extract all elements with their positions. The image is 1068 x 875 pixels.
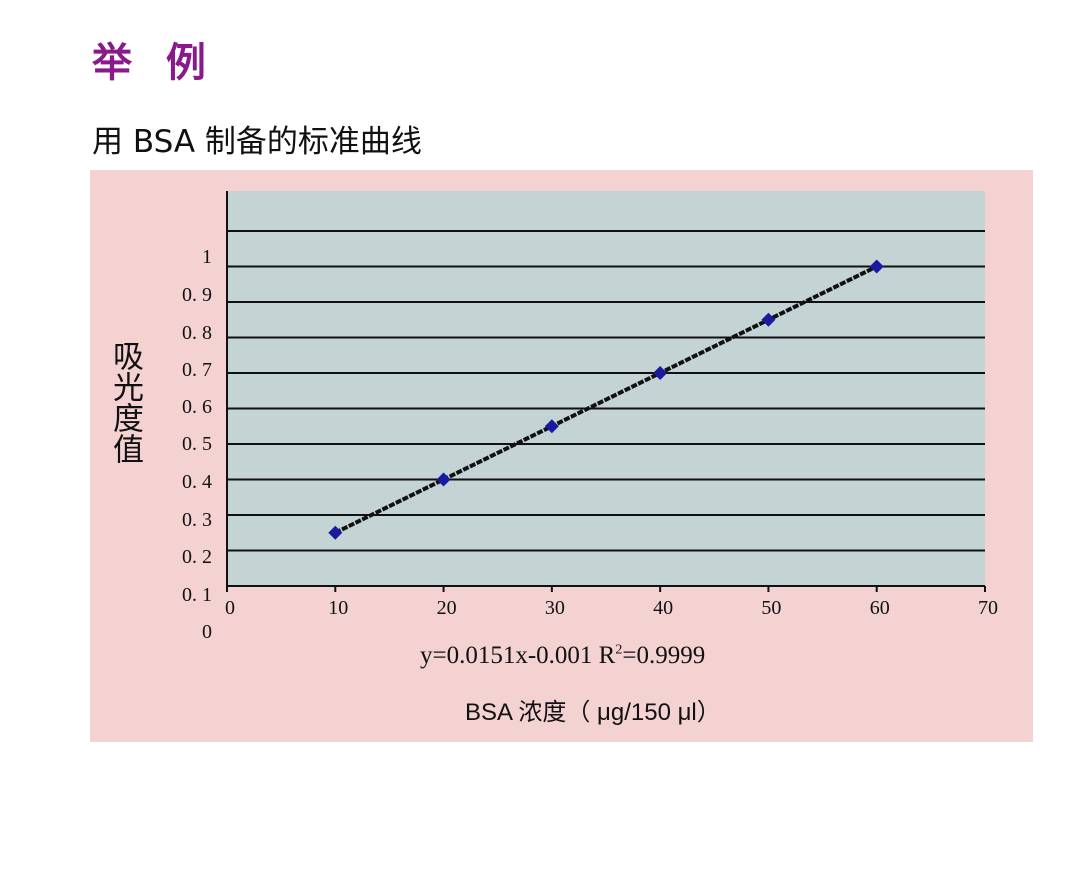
x-tick-label: 10: [328, 597, 348, 619]
y-tick-label: 0. 1: [182, 584, 212, 606]
y-tick-label: 0. 6: [182, 396, 212, 418]
axes: [226, 191, 986, 592]
x-axis-label: BSA 浓度（ μg/150 μl）: [465, 699, 721, 726]
equation-exponent: 2: [615, 642, 623, 658]
slide-heading: 举 例: [92, 40, 216, 86]
y-tick-label: 1: [202, 246, 212, 268]
x-tick-label: 30: [545, 597, 565, 619]
x-tick-labels: 0 10 20 30 40 50 60 70: [225, 597, 998, 619]
x-tick-label: 0: [225, 597, 235, 619]
x-tick-label: 20: [437, 597, 457, 619]
grid-lines: [227, 230, 985, 552]
y-tick-label: 0. 8: [182, 322, 212, 344]
data-point: [328, 525, 343, 540]
y-tick-label: 0: [202, 621, 212, 643]
data-point: [436, 472, 451, 487]
data-point: [544, 419, 559, 434]
plot-area: [227, 191, 985, 586]
y-tick-label: 0. 2: [182, 546, 212, 568]
x-tick-label: 60: [870, 597, 890, 619]
y-tick-labels: 1 0. 9 0. 8 0. 7 0. 6 0. 5 0. 4 0. 3 0. 2 0. 1 0: [182, 246, 212, 643]
trendline-equation: y=0.0151x-0.001 R2=0.9999: [420, 642, 705, 670]
equation-suffix: =0.9999: [622, 642, 706, 669]
y-tick-label: 0. 3: [182, 509, 212, 531]
trendline-segment: [334, 264, 878, 535]
data-point: [761, 312, 776, 327]
y-tick-label: 0. 5: [182, 433, 212, 455]
x-tick-label: 50: [761, 597, 781, 619]
y-tick-label: 0. 7: [182, 359, 212, 381]
data-point: [869, 259, 884, 274]
y-tick-label: 0. 4: [182, 471, 212, 493]
y-tick-label: 0. 9: [182, 284, 212, 306]
x-tick-label: 70: [978, 597, 998, 619]
y-axis-label: 吸光度值: [107, 340, 143, 464]
chart-subtitle: 用 BSA 制备的标准曲线: [92, 124, 422, 160]
data-points: [328, 259, 884, 540]
equation-prefix: y=0.0151x-0.001 R: [420, 642, 616, 669]
x-tick-label: 40: [653, 597, 673, 619]
data-point: [653, 366, 668, 380]
trendline: [334, 264, 878, 535]
